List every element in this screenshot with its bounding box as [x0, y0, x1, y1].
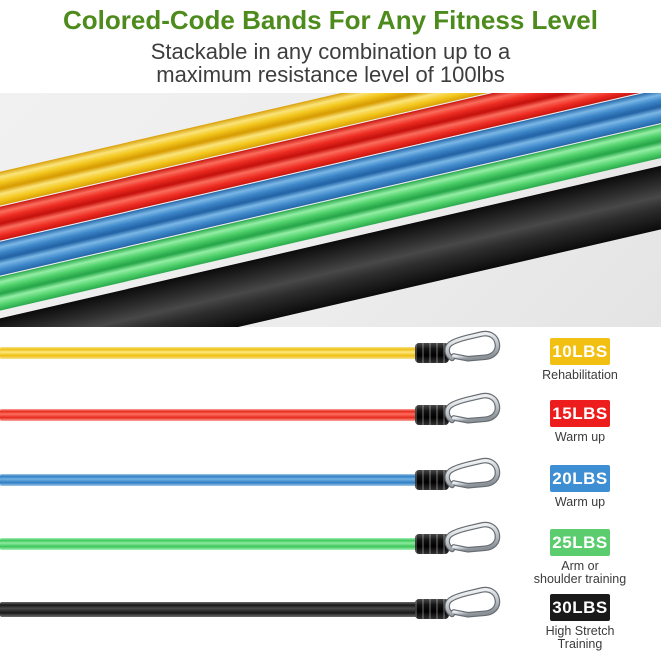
band-description: Warm up — [554, 495, 606, 509]
bands-photo — [0, 93, 661, 327]
weight-badge: 15LBS — [550, 400, 610, 427]
page-title: Colored-Code Bands For Any Fitness Level — [62, 5, 598, 35]
band-collar — [415, 343, 449, 363]
weight-badge: 20LBS — [550, 465, 610, 492]
weight-badge: 10LBS — [550, 338, 610, 365]
band-collar — [415, 405, 449, 425]
carabiner-icon — [444, 330, 501, 362]
band-tube-black — [0, 601, 424, 617]
carabiner-icon — [444, 457, 501, 489]
band-collar — [415, 470, 449, 490]
weight-badge: 25LBS — [550, 529, 610, 556]
carabiner-icon — [444, 521, 501, 553]
band-tube-blue — [0, 474, 424, 486]
band-tube-red — [0, 409, 424, 421]
band-description: Rehabilitation — [542, 368, 618, 382]
band-description: Arm or shoulder training — [533, 559, 627, 586]
carabiner-icon — [444, 586, 501, 618]
page-subtitle: Stackable in any combination up to a max… — [150, 39, 511, 87]
band-collar — [415, 599, 449, 619]
band-tube-green — [0, 538, 424, 550]
band-tube-yellow — [0, 347, 424, 359]
band-description: Warm up — [554, 430, 606, 444]
carabiner-icon — [444, 392, 501, 424]
band-collar — [415, 534, 449, 554]
band-description: High Stretch Training — [545, 624, 615, 651]
weight-badge: 30LBS — [550, 594, 610, 621]
